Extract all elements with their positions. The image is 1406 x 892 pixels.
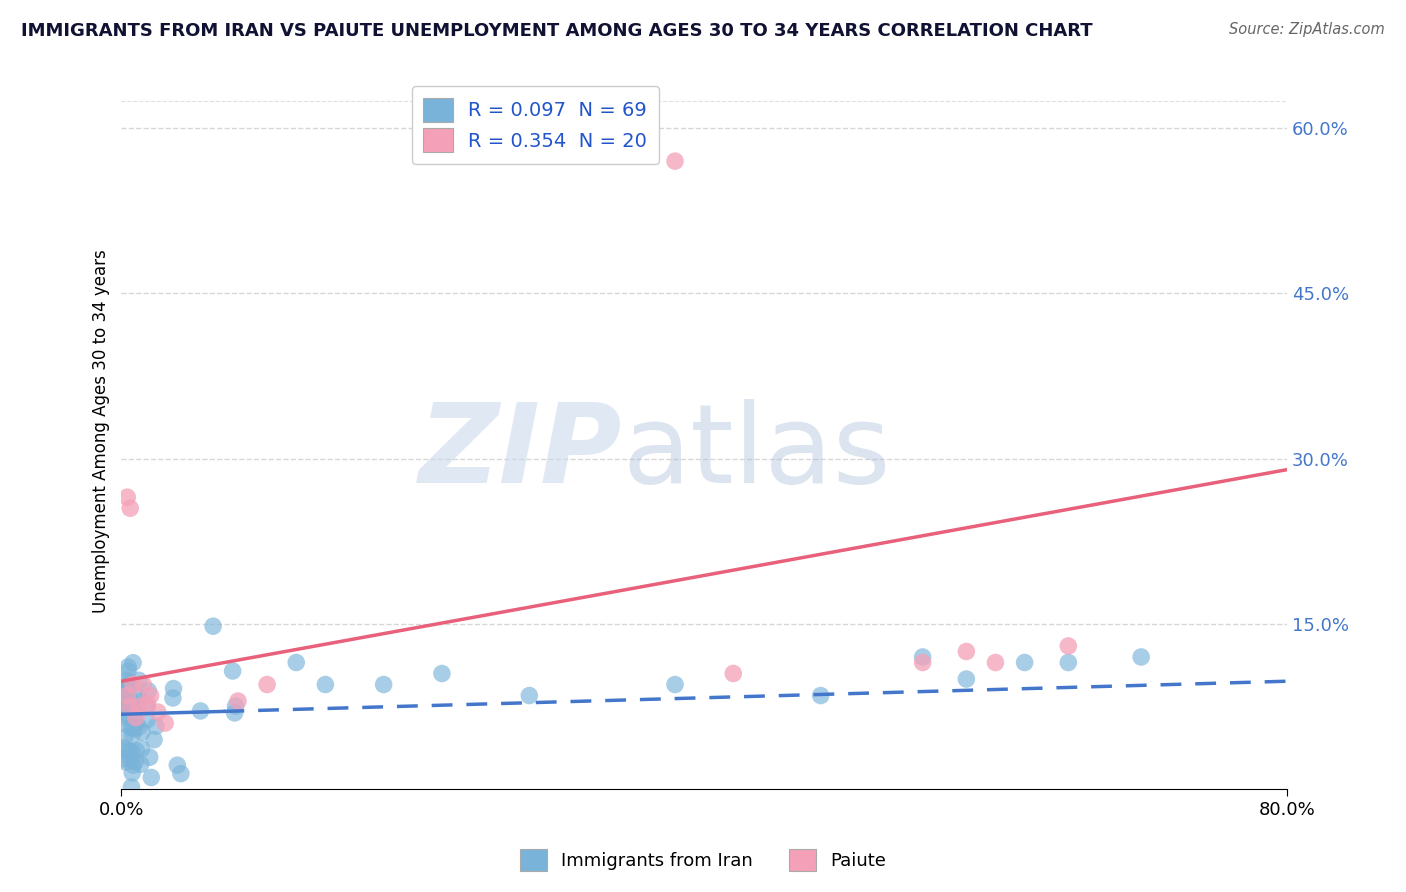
Point [121, 699, 143, 714]
Text: Source: ZipAtlas.com: Source: ZipAtlas.com [1229, 22, 1385, 37]
Point [226, 694, 249, 708]
Point [146, 705, 169, 719]
Point [911, 650, 934, 665]
Point [117, 660, 139, 674]
Point [314, 677, 336, 691]
Point [955, 672, 977, 686]
Point [114, 731, 136, 745]
Point [1057, 656, 1080, 670]
Text: IMMIGRANTS FROM IRAN VS PAIUTE UNEMPLOYMENT AMONG AGES 30 TO 34 YEARS CORRELATIO: IMMIGRANTS FROM IRAN VS PAIUTE UNEMPLOYM… [21, 22, 1092, 40]
Point [141, 771, 163, 785]
Point [127, 690, 149, 704]
Point [135, 713, 157, 727]
Point [124, 755, 146, 769]
Point [162, 681, 184, 696]
Point [128, 673, 150, 688]
Point [118, 681, 141, 695]
Point [121, 780, 143, 794]
Point [224, 706, 246, 720]
Point [1014, 656, 1036, 670]
Point [131, 741, 153, 756]
Point [170, 766, 193, 780]
Point [955, 644, 977, 658]
Point [128, 699, 150, 714]
Point [131, 725, 153, 739]
Point [984, 656, 1007, 670]
Point [190, 704, 212, 718]
Point [112, 693, 135, 707]
Point [114, 717, 136, 731]
Point [115, 743, 138, 757]
Point [118, 676, 141, 690]
Point [115, 755, 138, 769]
Point [162, 691, 184, 706]
Point [1057, 639, 1080, 653]
Legend: R = 0.097  N = 69, R = 0.354  N = 20: R = 0.097 N = 69, R = 0.354 N = 20 [412, 87, 658, 164]
Point [810, 689, 832, 703]
Point [664, 154, 686, 169]
Point [166, 758, 188, 772]
Point [517, 689, 540, 703]
Point [139, 689, 162, 703]
Point [132, 677, 155, 691]
Point [125, 716, 148, 731]
Point [117, 664, 139, 678]
Point [115, 692, 138, 706]
Point [118, 692, 141, 706]
Point [136, 696, 159, 710]
Point [138, 750, 160, 764]
Point [118, 708, 141, 723]
Y-axis label: Unemployment Among Ages 30 to 34 years: Unemployment Among Ages 30 to 34 years [93, 249, 110, 613]
Point [111, 697, 134, 711]
Point [202, 619, 225, 633]
Point [122, 677, 145, 691]
Point [118, 745, 141, 759]
Point [120, 699, 142, 714]
Point [723, 666, 745, 681]
Point [143, 732, 166, 747]
Point [122, 722, 145, 736]
Point [117, 490, 139, 504]
Point [121, 765, 143, 780]
Point [256, 677, 278, 691]
Point [136, 699, 159, 714]
Point [225, 699, 247, 714]
Point [121, 744, 143, 758]
Point [128, 720, 150, 734]
Point [373, 677, 395, 691]
Point [128, 695, 150, 709]
Text: atlas: atlas [623, 399, 891, 506]
Point [120, 751, 142, 765]
Point [115, 673, 138, 688]
Point [129, 757, 152, 772]
Point [112, 687, 135, 701]
Point [1130, 650, 1153, 665]
Point [120, 501, 142, 516]
Point [125, 743, 148, 757]
Point [112, 752, 135, 766]
Point [115, 682, 138, 697]
Point [122, 656, 145, 670]
Point [145, 719, 167, 733]
Point [153, 716, 176, 731]
Point [121, 728, 143, 742]
Point [117, 689, 139, 703]
Point [430, 666, 453, 681]
Point [285, 656, 308, 670]
Text: ZIP: ZIP [419, 399, 623, 506]
Point [118, 699, 141, 714]
Point [664, 677, 686, 691]
Point [221, 664, 243, 678]
Point [121, 721, 143, 735]
Point [125, 710, 148, 724]
Point [911, 656, 934, 670]
Point [111, 740, 134, 755]
Point [138, 684, 160, 698]
Point [114, 710, 136, 724]
Legend: Immigrants from Iran, Paiute: Immigrants from Iran, Paiute [512, 842, 894, 879]
Point [122, 758, 145, 772]
